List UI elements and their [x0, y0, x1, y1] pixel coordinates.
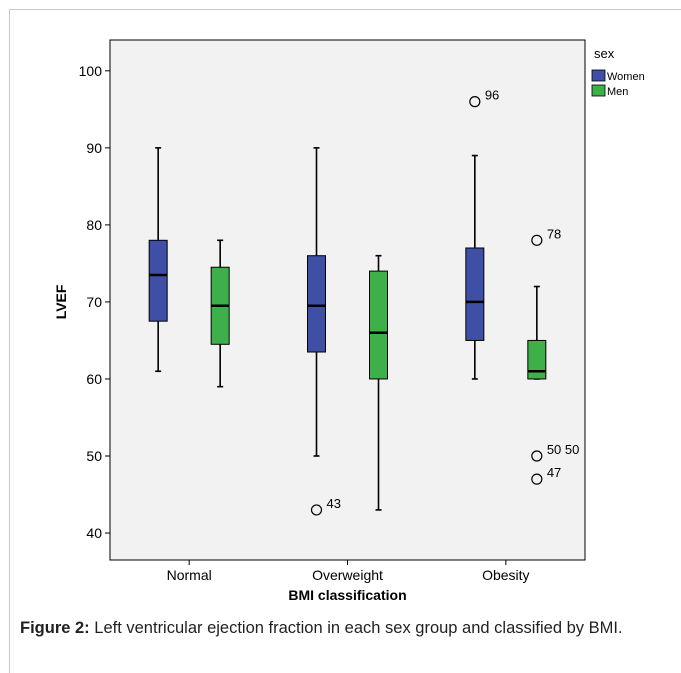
figure-frame-top	[9, 9, 681, 10]
y-axis-title: LVEF	[53, 284, 69, 319]
outlier-label: 47	[547, 465, 561, 480]
legend-swatch-women	[591, 69, 606, 82]
outlier-label: 78	[547, 226, 561, 241]
outlier-label: 50 50	[547, 442, 580, 457]
boxplot-chart: 40 50 60 70 80 90 100 LVEF Normal Overweight 43 Obe…	[53, 39, 645, 603]
y-tick-label: 90	[86, 140, 102, 156]
y-tick-label: 50	[86, 448, 102, 464]
outlier-point	[531, 473, 543, 485]
outlier-point	[469, 96, 481, 108]
x-tick-label: Overweight	[312, 567, 383, 583]
x-tick-label: Normal	[167, 567, 212, 583]
box-women	[148, 239, 168, 322]
outlier-point	[531, 450, 543, 462]
caption-label: Figure 2:	[20, 619, 90, 637]
box-men	[527, 339, 547, 380]
legend-label-men: Men	[607, 86, 628, 98]
outlier-point	[310, 504, 323, 516]
y-tick-label: 70	[86, 294, 102, 310]
y-tick-label: 40	[86, 525, 102, 541]
caption-text: Left ventricular ejection fraction in ea…	[89, 619, 623, 637]
box-women	[465, 247, 485, 341]
x-axis-title: BMI classification	[288, 587, 406, 603]
box-men	[369, 270, 388, 380]
legend-label-women: Women	[607, 71, 645, 83]
figure-frame-left	[9, 9, 10, 673]
outlier-point	[531, 234, 543, 246]
y-tick-label: 60	[86, 371, 102, 387]
outlier-label: 96	[485, 88, 499, 103]
box-women	[307, 255, 326, 353]
figure-caption: Figure 2: Left ventricular ejection frac…	[20, 617, 666, 639]
outlier-label: 43	[327, 496, 341, 511]
legend-swatch-men	[591, 84, 606, 97]
y-tick-label: 100	[79, 63, 103, 79]
y-tick-label: 80	[86, 217, 102, 233]
plot-area	[109, 39, 586, 561]
legend-title: sex	[594, 46, 615, 61]
x-tick-label: Obesity	[482, 567, 529, 583]
